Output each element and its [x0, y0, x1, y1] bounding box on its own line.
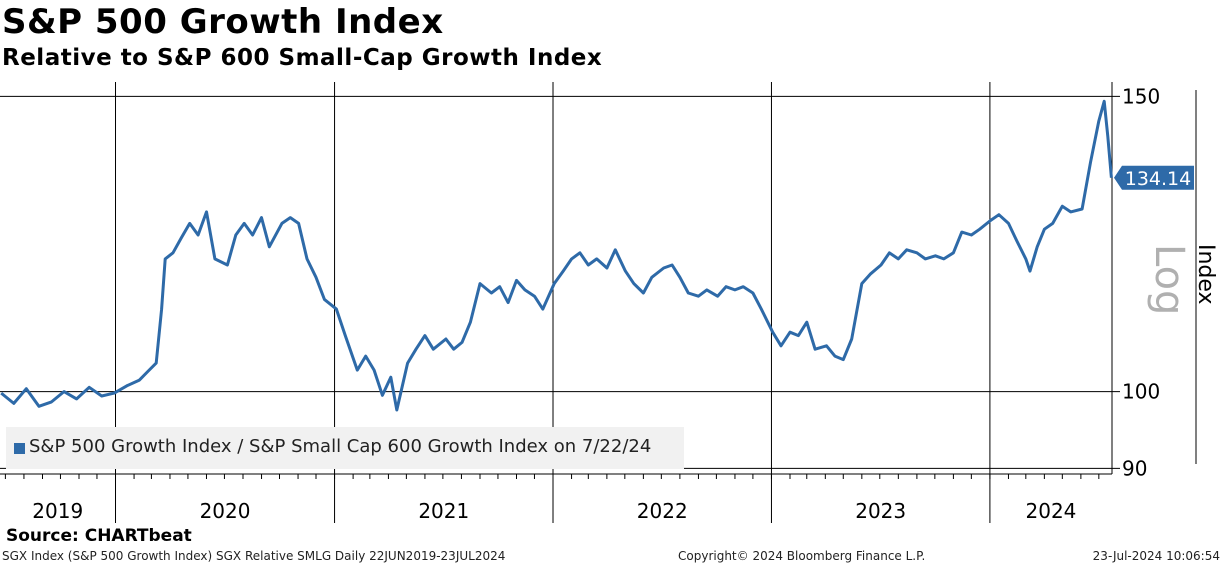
legend-swatch	[14, 443, 25, 454]
x-tick-label: 2024	[1026, 499, 1077, 523]
y-scale-label: Log	[1146, 244, 1192, 316]
chart-subtitle: Relative to S&P 600 Small-Cap Growth Ind…	[2, 45, 603, 71]
last-value-label: 134.14	[1125, 168, 1191, 190]
x-tick-label: 2022	[637, 499, 688, 523]
chart-title: S&P 500 Growth Index	[2, 2, 444, 42]
last-value-badge	[1114, 165, 1194, 190]
source-note: Source: CHARTbeat	[6, 526, 192, 546]
y-tick-label: 100	[1122, 380, 1160, 404]
x-tick-label: 2020	[200, 499, 251, 523]
legend: S&P 500 Growth Index / S&P Small Cap 600…	[6, 427, 684, 469]
y-tick-label: 90	[1122, 456, 1147, 480]
legend-label: S&P 500 Growth Index / S&P Small Cap 600…	[29, 436, 652, 457]
x-tick-label: 2021	[418, 499, 469, 523]
x-tick-label: 2019	[32, 499, 83, 523]
y-tick-label: 150	[1122, 84, 1160, 108]
footer-ticker-info: SGX Index (S&P 500 Growth Index) SGX Rel…	[2, 549, 506, 563]
y-axis-label: Index	[1193, 244, 1218, 305]
series-line	[0, 99, 1113, 412]
footer-timestamp: 23-Jul-2024 10:06:54	[1092, 549, 1220, 563]
x-tick-label: 2023	[855, 499, 906, 523]
footer-copyright: Copyright© 2024 Bloomberg Finance L.P.	[678, 549, 926, 563]
